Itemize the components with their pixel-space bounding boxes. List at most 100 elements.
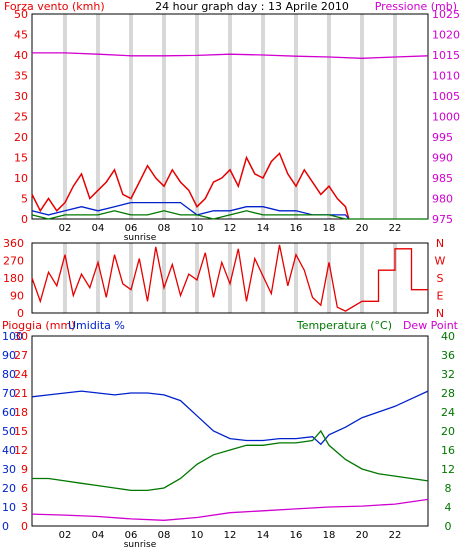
pressure-tick-label: 1010 [432,70,460,83]
rain-tick-label: 21 [14,387,28,400]
rain-axis-ticks: 0 3 6 9 12 15 18 21 24 27 30 [14,330,28,533]
pressure-tick-label: 985 [432,172,453,185]
temperature-tick-label: 28 [441,387,455,400]
wind-direction-line [31,244,428,312]
temperature-axis-ticks: 0 4 8 12 16 20 24 28 32 36 40 [441,330,455,533]
wind-tick-label: 30 [14,90,28,103]
wind-tick-label: 20 [14,131,28,144]
humidity-axis-title: Umidita % [68,319,125,332]
hour-label: 04 [92,223,105,234]
hour-label: 18 [323,530,336,541]
temperature-tick-label: 20 [441,425,455,438]
temperature-tick-label: 40 [441,330,455,343]
hour-label: 14 [257,223,270,234]
temperature-tick-label: 16 [441,444,455,457]
degree-tick-label: 360 [3,237,24,250]
hour-label: 22 [389,530,402,541]
top-chart-grid [63,14,397,219]
humidity-tick-label: 90 [2,349,16,362]
wind-tick-label: 25 [14,111,28,124]
humidity-tick-label: 30 [2,463,16,476]
temperature-tick-label: 8 [445,482,452,495]
wind-min-line [31,210,428,220]
temperature-tick-label: 36 [441,349,455,362]
wind-tick-label: 0 [21,213,28,226]
hour-label: 12 [224,223,237,234]
pressure-tick-label: 1015 [432,49,460,62]
pressure-tick-label: 975 [432,213,453,226]
top-chart-frame [31,13,429,220]
sunrise-label-bottom: sunrise [124,540,157,550]
hour-label: 08 [158,530,171,541]
pressure-axis-ticks: 975 980 985 990 995 1000 1005 1010 1015 1020 1025 [432,8,460,226]
humidity-axis-ticks: 0 10 20 30 40 50 60 70 80 90 100 [2,330,23,533]
hour-label: 06 [125,223,138,234]
hour-label: 12 [224,530,237,541]
temperature-tick-label: 32 [441,368,455,381]
rain-tick-label: 12 [14,444,28,457]
pressure-tick-label: 1005 [432,90,460,103]
mid-chart-grid [63,243,397,313]
hour-label: 10 [191,223,204,234]
wind-tick-label: 50 [14,8,28,21]
rain-tick-label: 0 [21,520,28,533]
dew-point-title: Dew Point [403,319,459,332]
cardinal-tick-label: S [437,272,444,285]
pressure-tick-label: 995 [432,131,453,144]
chart-title: 24 hour graph day : 13 Aprile 2010 [155,0,349,13]
humidity-tick-label: 0 [2,520,9,533]
hour-label: 04 [92,530,105,541]
wind-axis-ticks: 0 5 10 15 20 25 30 35 40 45 50 [14,8,28,226]
dew-point-line [31,498,429,521]
rain-tick-label: 18 [14,406,28,419]
pressure-tick-label: 1025 [432,8,460,21]
top-chart-series [31,52,429,220]
hour-label: 14 [257,530,270,541]
rain-axis-title: Pioggia (mm) [2,319,75,332]
sunrise-label: sunrise [124,233,157,243]
wind-tick-label: 35 [14,70,28,83]
humidity-tick-label: 100 [2,330,23,343]
pressure-axis-title: Pressione (mb) [375,0,457,13]
humidity-tick-label: 10 [2,501,16,514]
hour-label: 06 [125,530,138,541]
hour-label: 18 [323,223,336,234]
pressure-line [32,52,429,59]
wind-tick-label: 45 [14,29,28,42]
temperature-tick-label: 4 [445,501,452,514]
hour-label: 16 [290,223,303,234]
humidity-tick-label: 40 [2,444,16,457]
temperature-tick-label: 24 [441,406,455,419]
degree-tick-label: 0 [17,307,24,320]
hour-label: 16 [290,530,303,541]
wind-avg-line [31,201,350,220]
cardinal-tick-label: E [437,290,444,303]
rain-tick-label: 15 [14,425,28,438]
direction-degree-ticks: 0 90 180 270 360 [3,237,24,320]
hour-label: 20 [356,530,369,541]
cardinal-tick-label: W [435,255,446,268]
humidity-line [31,390,429,446]
humidity-tick-label: 20 [2,482,16,495]
hour-label: 20 [356,223,369,234]
pressure-tick-label: 1020 [432,29,460,42]
hour-label: 10 [191,530,204,541]
temperature-line [32,429,429,492]
wind-direction-series [31,244,428,312]
hour-label: 08 [158,223,171,234]
cardinal-tick-label: N [436,307,444,320]
wind-gust-line [31,152,350,220]
degree-tick-label: 180 [3,272,24,285]
degree-tick-label: 90 [10,290,24,303]
pressure-tick-label: 990 [432,152,453,165]
pressure-tick-label: 1000 [432,111,460,124]
bottom-chart-series [31,390,429,521]
temperature-axis-title: Temperatura (°C) [296,319,392,332]
rain-tick-label: 6 [21,482,28,495]
rain-tick-label: 3 [21,501,28,514]
humidity-tick-label: 50 [2,425,16,438]
humidity-tick-label: 80 [2,368,16,381]
